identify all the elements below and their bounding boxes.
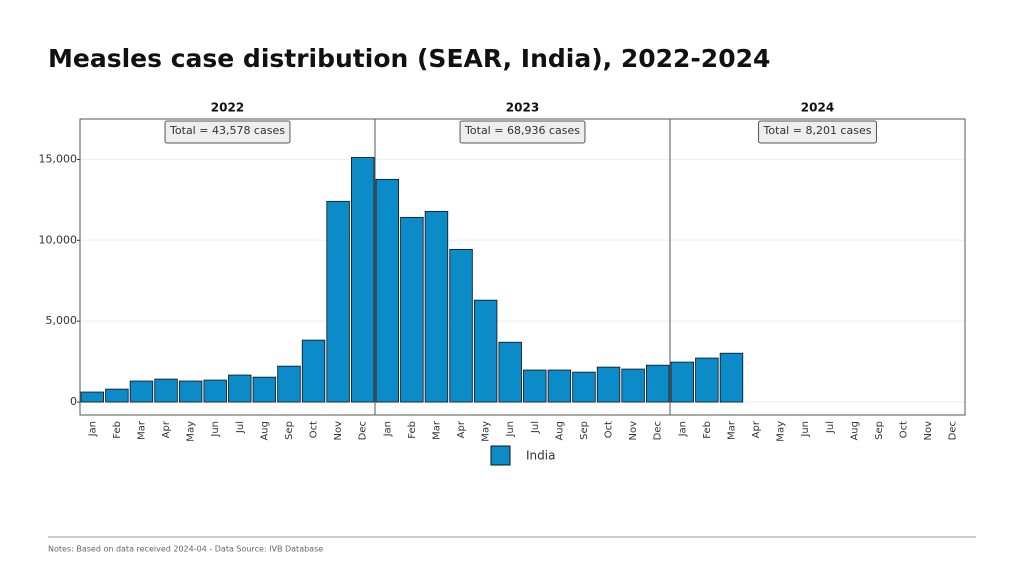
- x-tick-label: Nov: [923, 421, 934, 441]
- x-tick-label: Mar: [136, 420, 147, 440]
- x-tick-label: Nov: [333, 421, 344, 441]
- bar: [277, 365, 301, 403]
- bar: [523, 369, 547, 403]
- bar: [695, 357, 719, 403]
- x-tick-label: Oct: [899, 421, 910, 438]
- bar: [326, 200, 350, 403]
- x-tick-label: Aug: [259, 421, 270, 441]
- bar: [203, 379, 227, 403]
- x-tick-label: May: [186, 421, 197, 442]
- x-tick-label: Feb: [702, 421, 713, 439]
- bar: [375, 178, 400, 403]
- bar: [449, 248, 473, 403]
- x-tick-label: Mar: [431, 420, 442, 440]
- bar: [547, 369, 572, 403]
- x-tick-label: Aug: [849, 421, 860, 441]
- bar: [424, 210, 449, 403]
- x-tick-label: Jun: [800, 421, 811, 438]
- y-tick-label: 5,000: [46, 314, 78, 327]
- bar: [301, 339, 326, 403]
- legend-label: India: [526, 449, 555, 463]
- y-tick-label: 0: [70, 395, 77, 408]
- annotation: Total = 8,201 cases: [763, 124, 872, 137]
- x-tick-label: Jul: [530, 421, 541, 434]
- bar: [572, 371, 596, 403]
- bar: [252, 376, 277, 403]
- bar: [80, 391, 104, 403]
- y-tick-label: 10,000: [39, 233, 78, 246]
- x-tick-label: Dec: [358, 421, 369, 440]
- facet-title: 2024: [801, 101, 834, 115]
- bar: [498, 341, 522, 403]
- x-tick-label: Feb: [112, 421, 123, 439]
- legend-swatch: [490, 445, 511, 466]
- annotation-box: [758, 120, 877, 144]
- x-tick-label: Apr: [456, 420, 467, 438]
- x-tick-label: Apr: [161, 420, 172, 438]
- x-tick-label: Jan: [87, 421, 98, 437]
- x-tick-label: Jun: [210, 421, 221, 438]
- x-tick-label: Sep: [579, 421, 590, 440]
- bar: [228, 374, 252, 403]
- bar: [670, 361, 695, 403]
- x-tick-label: Jun: [505, 421, 516, 438]
- x-tick-label: Jul: [235, 421, 246, 434]
- annotation-box: [164, 120, 291, 144]
- x-tick-label: Sep: [874, 421, 885, 440]
- x-tick-label: Oct: [309, 421, 320, 438]
- x-tick-label: Jan: [677, 421, 688, 437]
- page-title: Measles case distribution (SEAR, India),…: [48, 44, 770, 73]
- bar: [646, 364, 670, 403]
- y-tick-label: 15,000: [39, 152, 78, 165]
- annotation: Total = 68,936 cases: [464, 124, 580, 137]
- bar: [719, 352, 744, 403]
- x-tick-label: Dec: [653, 421, 664, 440]
- bar: [621, 368, 645, 403]
- x-tick-label: Sep: [284, 421, 295, 440]
- bar: [400, 216, 424, 403]
- panel-border: [669, 118, 966, 416]
- bar: [154, 378, 178, 403]
- facet-title: 2023: [506, 101, 539, 115]
- facet-title: 2022: [211, 101, 244, 115]
- x-tick-label: Jan: [382, 421, 393, 437]
- annotation-box: [459, 120, 586, 144]
- bar: [178, 380, 203, 403]
- x-tick-label: Jul: [825, 421, 836, 434]
- annotation: Total = 43,578 cases: [169, 124, 285, 137]
- x-tick-label: Dec: [948, 421, 959, 440]
- bar: [105, 388, 129, 403]
- bar: [473, 299, 498, 403]
- x-tick-label: Aug: [554, 421, 565, 441]
- bar: [596, 366, 621, 403]
- notes: Notes: Based on data received 2024-04 - …: [48, 545, 323, 554]
- x-tick-label: Feb: [407, 421, 418, 439]
- x-tick-label: May: [776, 421, 787, 442]
- bar: [350, 157, 375, 403]
- x-tick-label: May: [481, 421, 492, 442]
- bar: [129, 380, 154, 403]
- x-tick-label: Apr: [751, 420, 762, 438]
- x-tick-label: Nov: [628, 421, 639, 441]
- x-tick-label: Oct: [604, 421, 615, 438]
- x-tick-label: Mar: [726, 420, 737, 440]
